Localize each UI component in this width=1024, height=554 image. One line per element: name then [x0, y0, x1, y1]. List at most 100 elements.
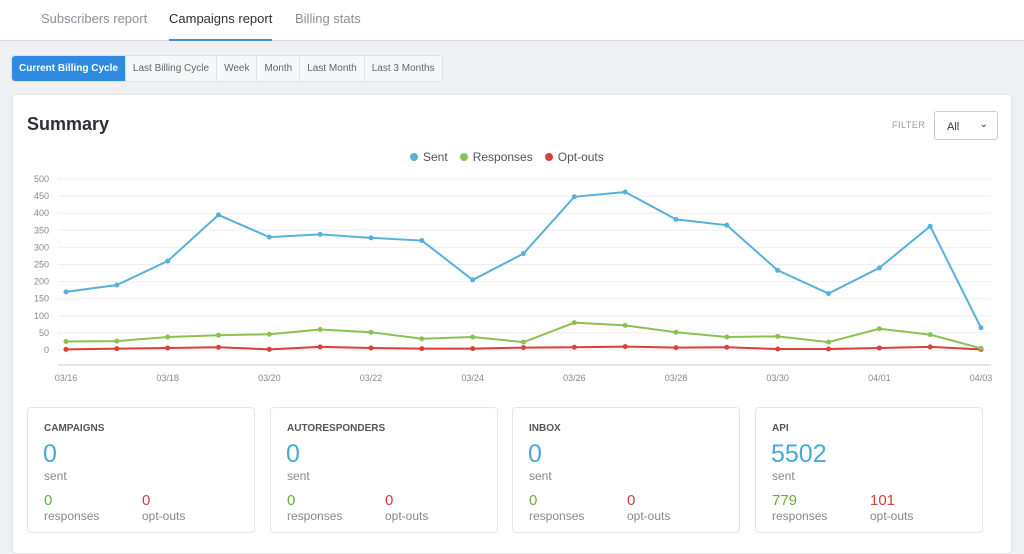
range-last-month[interactable]: Last Month	[300, 56, 365, 81]
data-point	[927, 223, 933, 229]
x-tick-label: 03/18	[156, 373, 179, 383]
data-point	[521, 251, 526, 257]
date-range-selector: Current Billing Cycle Last Billing Cycle…	[11, 55, 443, 82]
data-point	[622, 344, 628, 350]
data-point	[622, 322, 628, 328]
data-point	[266, 234, 272, 240]
sent-count: 0	[286, 440, 300, 468]
data-point	[216, 344, 221, 350]
data-point	[216, 332, 221, 338]
data-point	[368, 235, 374, 241]
data-point	[368, 329, 374, 335]
card-campaigns: CAMPAIGNS 0 sent 0 responses 0 opt-outs	[27, 407, 255, 533]
responses-label: responses	[772, 509, 828, 523]
data-point	[927, 344, 933, 350]
optouts-label: opt-outs	[385, 509, 429, 523]
responses-label: responses	[529, 509, 585, 523]
data-point	[114, 346, 120, 352]
y-tick-label: 200	[34, 277, 49, 287]
data-point	[775, 267, 781, 273]
data-point	[165, 258, 171, 264]
data-point	[876, 326, 882, 332]
data-point	[978, 325, 984, 331]
optouts-label: opt-outs	[870, 509, 914, 523]
legend-sent[interactable]: Sent	[410, 150, 448, 164]
data-point	[368, 345, 374, 351]
card-title: CAMPAIGNS	[44, 423, 105, 434]
data-point	[978, 345, 984, 351]
data-point	[927, 332, 933, 338]
legend-responses[interactable]: Responses	[459, 150, 533, 164]
range-week[interactable]: Week	[217, 56, 258, 81]
y-tick-label: 500	[34, 174, 49, 184]
range-current-billing-cycle[interactable]: Current Billing Cycle	[12, 56, 126, 81]
card-title: INBOX	[529, 423, 561, 434]
data-point	[63, 338, 69, 344]
responses-count: 0	[529, 492, 538, 509]
sent-label: sent	[44, 469, 67, 483]
data-point	[724, 334, 730, 340]
data-point	[673, 329, 679, 335]
data-point	[114, 338, 120, 344]
tab-campaigns-report[interactable]: Campaigns report	[169, 11, 273, 41]
data-point	[724, 222, 730, 228]
card-title: AUTORESPONDERS	[287, 423, 386, 434]
data-point	[114, 282, 120, 288]
sent-count: 5502	[771, 440, 827, 468]
legend-dot-icon	[410, 153, 418, 161]
legend-dot-icon	[459, 153, 468, 161]
data-point	[673, 216, 679, 222]
y-tick-label: 0	[44, 345, 49, 355]
range-month[interactable]: Month	[257, 56, 301, 81]
line-chart: 0 50 100 150 200 250 300 350 400 450 500 03/16 03/18…	[34, 174, 993, 383]
data-point	[724, 344, 730, 350]
report-tabs: Subscribers report Campaigns report Bill…	[0, 0, 1024, 41]
data-point	[826, 346, 831, 352]
sent-count: 0	[43, 440, 57, 468]
data-point	[419, 238, 425, 244]
x-tick-label: 03/20	[258, 373, 281, 383]
x-tick-label: 03/26	[563, 373, 586, 383]
data-point	[165, 345, 171, 351]
range-last-billing-cycle[interactable]: Last Billing Cycle	[126, 56, 218, 81]
data-point	[419, 346, 425, 352]
y-tick-label: 450	[34, 191, 49, 201]
tab-subscribers-report[interactable]: Subscribers report	[41, 11, 148, 26]
data-point	[876, 265, 882, 271]
x-tick-label: 03/22	[360, 373, 383, 383]
range-last-3-months[interactable]: Last 3 Months	[371, 63, 435, 74]
filter-select[interactable]: All ⌄	[934, 111, 998, 140]
data-point	[470, 334, 476, 340]
data-point	[470, 277, 476, 283]
optouts-label: opt-outs	[627, 509, 671, 523]
data-point	[876, 345, 882, 351]
data-point	[521, 345, 526, 351]
x-tick-label: 03/28	[665, 373, 688, 383]
data-point	[826, 291, 831, 297]
y-tick-label: 150	[34, 294, 49, 304]
data-point	[571, 344, 577, 350]
legend-label: Opt-outs	[557, 150, 604, 164]
responses-label: responses	[44, 509, 100, 523]
tab-billing-stats[interactable]: Billing stats	[295, 11, 361, 26]
responses-count: 779	[772, 492, 798, 509]
optouts-count: 0	[627, 492, 636, 509]
responses-count: 0	[44, 492, 53, 509]
card-api: API 5502 sent 779 responses 101 opt-outs	[755, 407, 983, 533]
data-point	[521, 339, 526, 345]
series-line-sent	[65, 190, 982, 329]
data-point	[419, 336, 425, 342]
data-point	[266, 346, 272, 352]
optouts-count: 0	[385, 492, 394, 509]
y-tick-label: 100	[34, 311, 49, 321]
data-point	[317, 344, 323, 350]
x-tick-label: 04/03	[970, 373, 993, 383]
chart-legend: Sent Responses Opt-outs	[410, 150, 604, 164]
legend-opt-outs[interactable]: Opt-outs	[544, 150, 604, 164]
data-point	[317, 231, 323, 237]
filter-label: FILTER	[892, 120, 926, 130]
y-tick-label: 300	[34, 242, 49, 252]
data-point	[470, 346, 476, 352]
card-inbox: INBOX 0 sent 0 responses 0 opt-outs	[512, 407, 740, 533]
filter-value: All	[947, 121, 960, 133]
